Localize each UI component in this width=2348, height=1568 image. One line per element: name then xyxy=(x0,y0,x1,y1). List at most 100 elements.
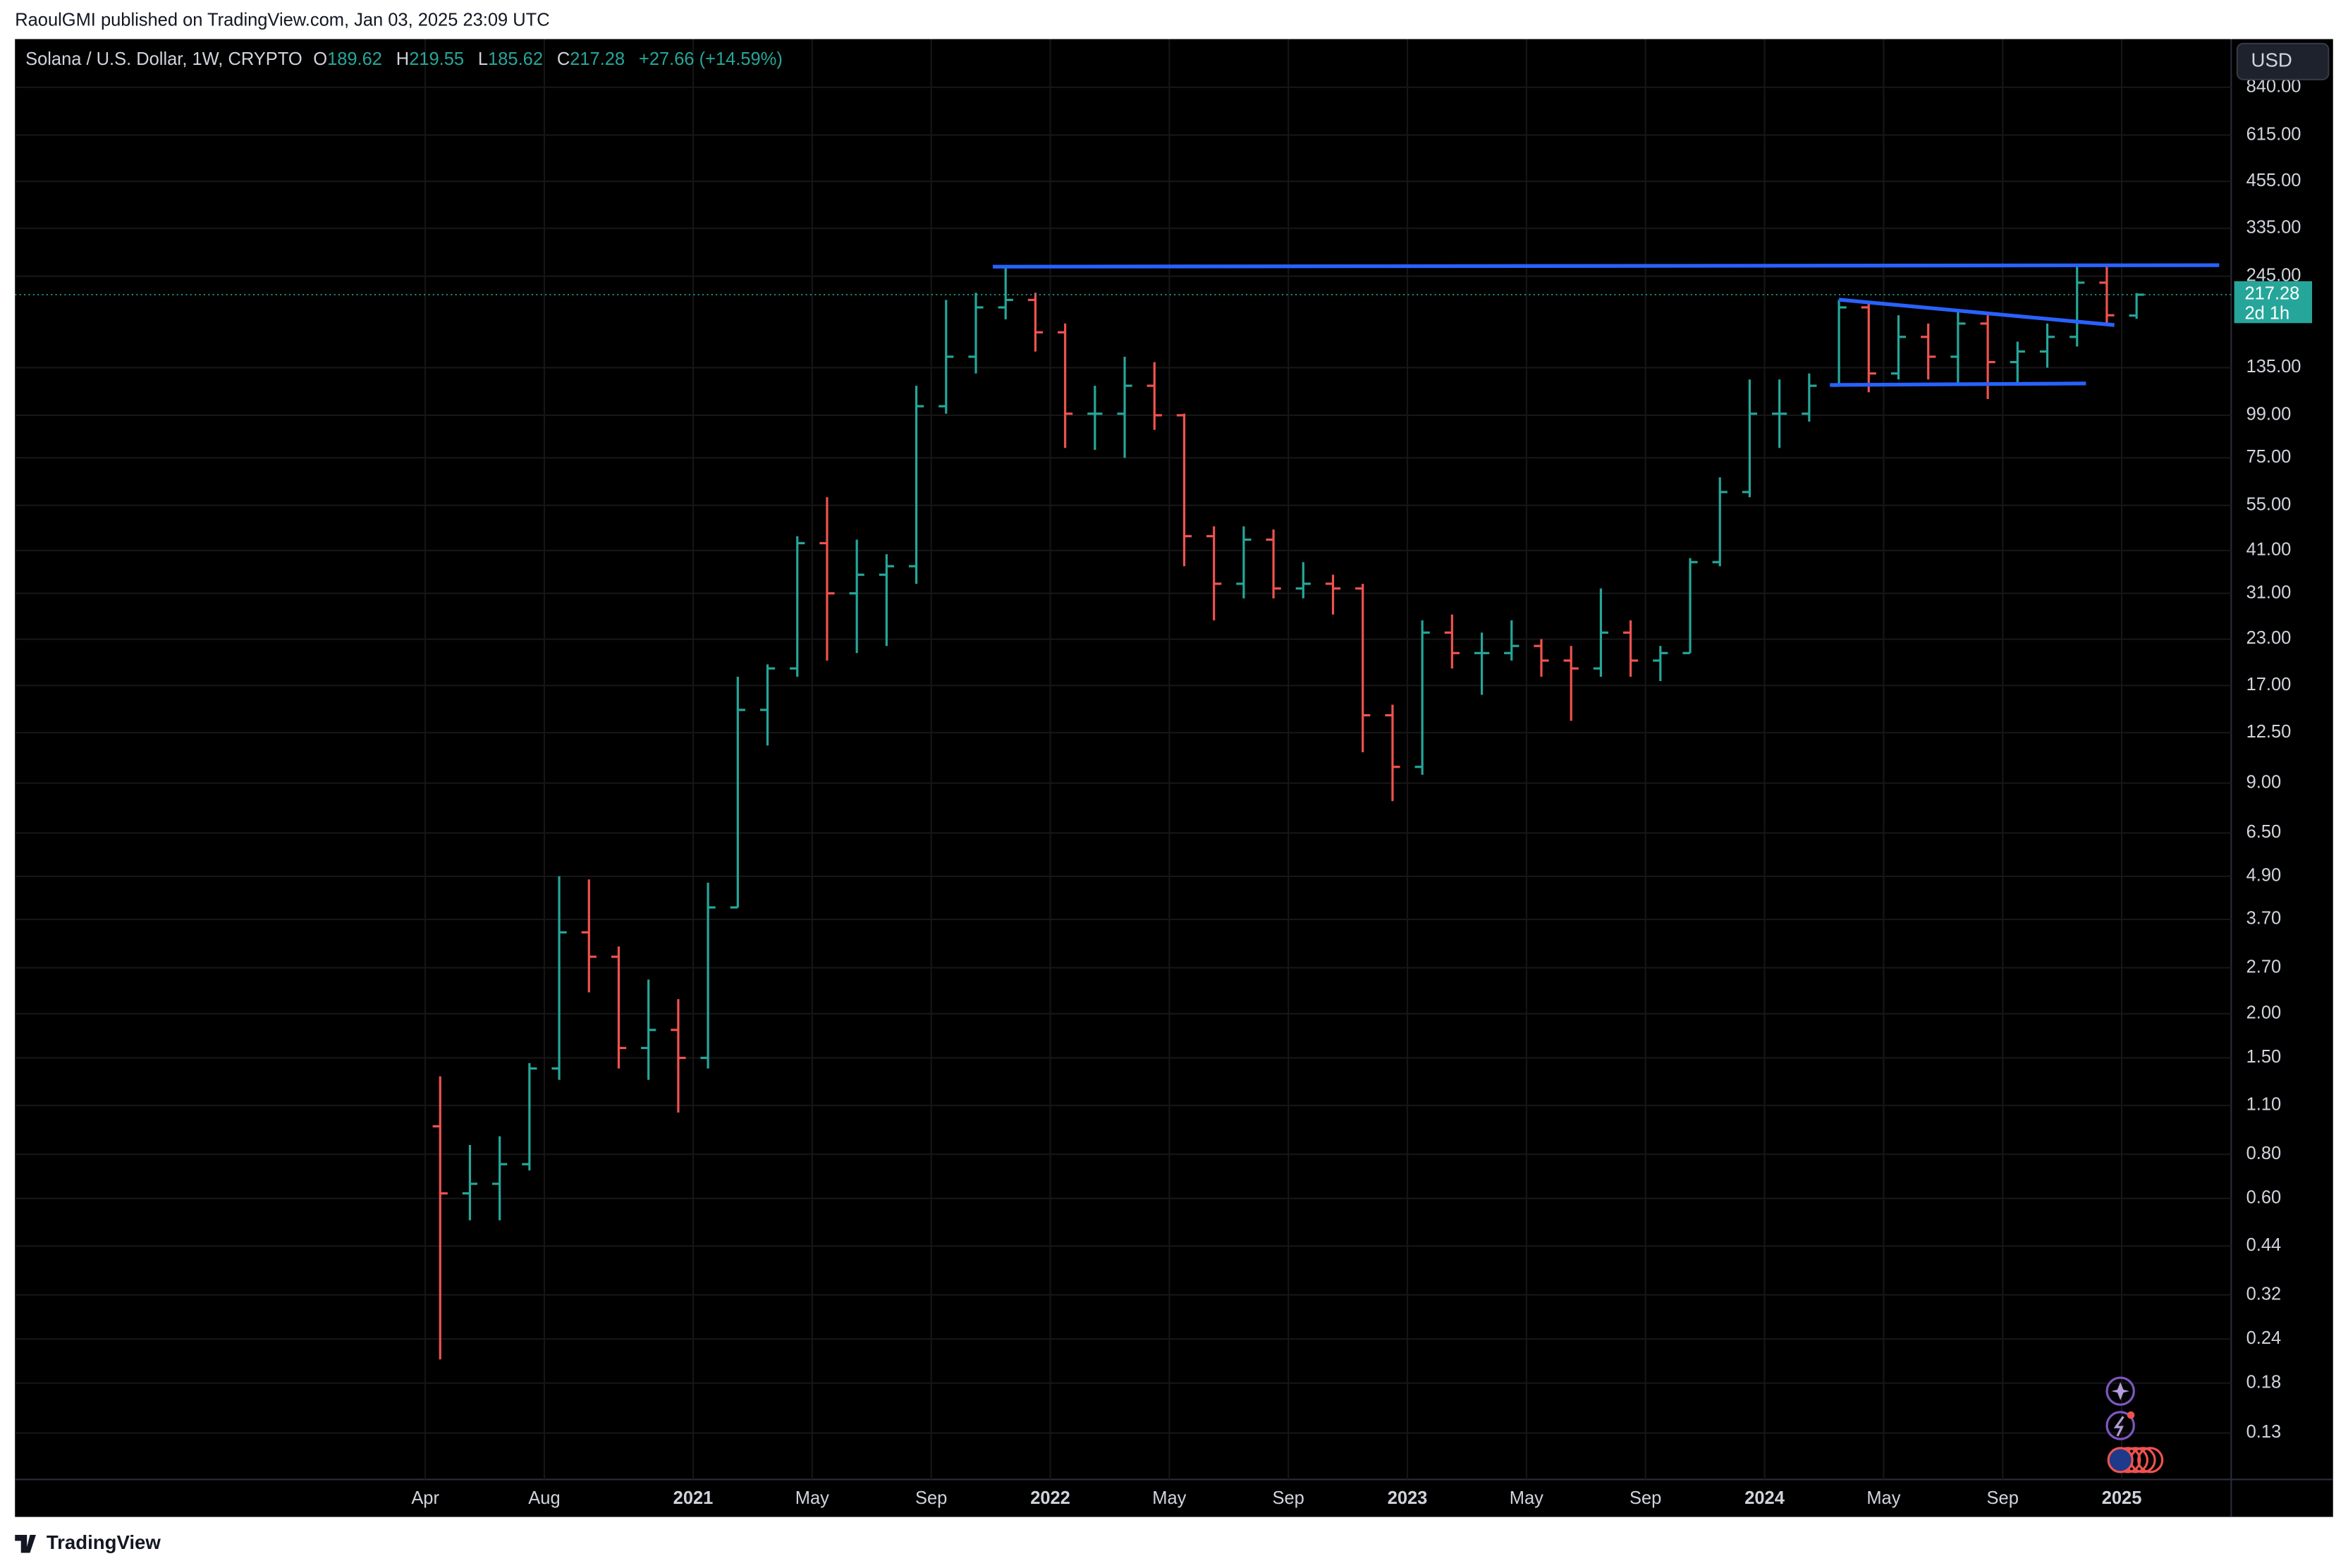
ohlc-bar xyxy=(1444,614,1460,669)
y-tick-label: 75.00 xyxy=(2246,447,2292,467)
ohlc-bar xyxy=(1236,526,1252,599)
trend-line xyxy=(1838,298,2115,327)
ohlc-bar xyxy=(819,497,835,661)
ohlc-bar xyxy=(1921,323,1936,380)
y-tick-label: 1.10 xyxy=(2246,1095,2282,1115)
y-tick-label: 615.00 xyxy=(2246,124,2301,144)
x-tick-label: 2021 xyxy=(673,1488,714,1508)
ohlc-bar xyxy=(611,946,627,1069)
x-tick-label: Sep xyxy=(1987,1488,2019,1508)
ohlc-bar xyxy=(1622,620,1639,677)
ohlc-bar xyxy=(1772,379,1787,448)
ohlc-bar xyxy=(700,882,716,1069)
ohlc-bar xyxy=(730,676,745,909)
ohlc-bar xyxy=(1950,311,1966,386)
x-tick-label: 2022 xyxy=(1030,1488,1070,1508)
ohlc-bar xyxy=(1325,575,1341,615)
currency-button-bg[interactable] xyxy=(2236,42,2330,80)
y-tick-label: 4.90 xyxy=(2246,866,2282,886)
y-tick-label: 17.00 xyxy=(2246,675,2292,694)
y-tick-label: 455.00 xyxy=(2246,171,2301,190)
ohlc-bar xyxy=(1890,315,1907,380)
ohlc-bar xyxy=(759,664,776,746)
ohlc-bar xyxy=(998,267,1013,319)
ohlc-bar xyxy=(968,293,984,374)
y-tick-label: 12.50 xyxy=(2246,722,2292,742)
indicator-icons xyxy=(2105,1376,2164,1474)
ohlc-bar xyxy=(1653,646,1668,681)
ohlc-bar xyxy=(2099,264,2115,324)
x-tick-label: Aug xyxy=(528,1488,560,1508)
alert-icon[interactable] xyxy=(2105,1411,2135,1440)
y-tick-label: 335.00 xyxy=(2246,218,2301,238)
x-tick-label: Sep xyxy=(1629,1488,1661,1508)
close-value: 217.28 xyxy=(570,49,625,69)
ohlc-bar xyxy=(1058,323,1073,448)
ohlc-bar xyxy=(1802,373,1817,422)
ohlc-bar xyxy=(1027,293,1044,352)
low-value: 185.62 xyxy=(488,49,543,69)
ohlc-bar xyxy=(1147,362,1162,430)
y-tick-label: 0.32 xyxy=(2246,1284,2282,1304)
ohlc-bar xyxy=(1563,646,1579,721)
drawings xyxy=(993,263,2220,387)
ohlc-bar xyxy=(1355,583,1371,752)
ohlc-bar xyxy=(1504,620,1520,661)
footer-logo: TradingView xyxy=(15,1531,161,1553)
price-tag-value: 217.28 xyxy=(2244,284,2299,304)
ohlc-bar xyxy=(522,1062,537,1171)
axes: 0.13 0.18 0.24 0.32 0.44 0.60 0.80 1.10 1.50 2.00… xyxy=(411,77,2313,1508)
ohlc-bar xyxy=(1534,639,1549,677)
y-tick-label: 6.50 xyxy=(2246,822,2282,842)
ohlc-bar xyxy=(641,979,656,1080)
currency-label[interactable]: USD xyxy=(2251,49,2292,71)
y-tick-label: 3.70 xyxy=(2246,909,2282,929)
symbol: Solana / U.S. Dollar, 1W, CRYPTO xyxy=(25,49,302,69)
currency-button[interactable]: USD xyxy=(2236,42,2330,80)
ohlc-bar xyxy=(1742,379,1758,498)
ohlc-bar xyxy=(1176,413,1192,567)
x-tick-label: Apr xyxy=(411,1488,439,1508)
x-tick-label: May xyxy=(1510,1488,1543,1508)
high-label: H xyxy=(396,49,409,69)
open-label: O xyxy=(313,49,327,69)
y-tick-label: 0.24 xyxy=(2246,1328,2282,1348)
resistance-line xyxy=(993,263,2220,269)
ohlc-bar xyxy=(432,1076,448,1360)
high-value: 219.55 xyxy=(409,49,464,69)
close-label: C xyxy=(557,49,570,69)
ohlc-bar xyxy=(1206,526,1222,620)
ohlc-bar xyxy=(581,879,597,993)
y-tick-label: 0.80 xyxy=(2246,1144,2282,1163)
y-tick-label: 23.00 xyxy=(2246,628,2292,648)
publish-info: RaoulGMI published on TradingView.com, J… xyxy=(15,11,549,30)
support-line xyxy=(1830,381,2086,387)
change-value: +27.66 (+14.59%) xyxy=(639,49,783,69)
x-tick-label: Sep xyxy=(1273,1488,1304,1508)
ohlc-bar xyxy=(2010,341,2025,386)
event-icon[interactable] xyxy=(2137,1447,2164,1474)
ohlc-bar xyxy=(1117,356,1132,458)
ohlc-bar xyxy=(1295,562,1311,599)
bars xyxy=(15,264,2232,1360)
ohlc-bar xyxy=(1682,558,1698,654)
y-tick-label: 0.18 xyxy=(2246,1372,2282,1392)
logo-text: TradingView xyxy=(47,1531,161,1553)
y-tick-label: 41.00 xyxy=(2246,539,2292,559)
y-tick-label: 0.13 xyxy=(2246,1422,2282,1442)
ohlc-bar xyxy=(1385,704,1400,802)
ohlc-bar xyxy=(790,536,805,677)
ohlc-bar xyxy=(849,539,864,654)
ai-icon[interactable] xyxy=(2105,1376,2135,1406)
x-tick-label: Sep xyxy=(915,1488,947,1508)
x-tick-label: 2023 xyxy=(1388,1488,1428,1508)
y-tick-label: 135.00 xyxy=(2246,357,2301,376)
ohlc-bar xyxy=(2069,264,2085,347)
price-tag xyxy=(2234,281,2313,324)
ohlc-bar xyxy=(1712,477,1728,567)
x-tick-label: May xyxy=(1866,1488,1900,1508)
ohlc-bar xyxy=(462,1145,478,1220)
chart-pane xyxy=(15,39,2333,1517)
event-icon-flag[interactable] xyxy=(2107,1447,2134,1474)
